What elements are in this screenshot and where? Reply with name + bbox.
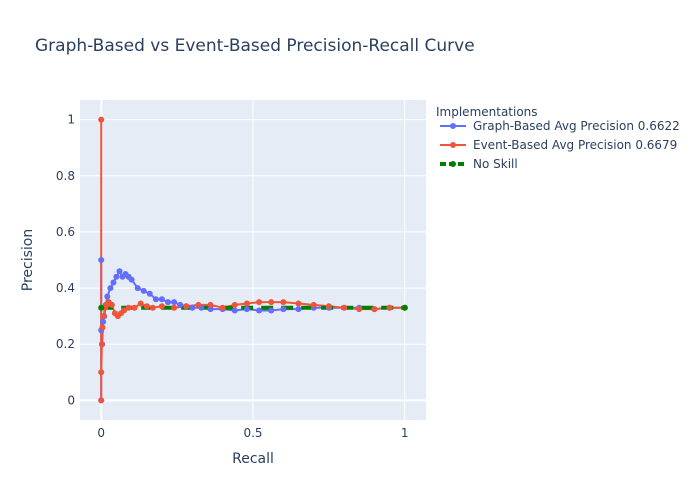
marker-layer xyxy=(98,116,408,404)
y-axis-title: Precision xyxy=(20,229,36,291)
series-1-point xyxy=(280,299,287,306)
legend-label[interactable]: Event-Based Avg Precision 0.6679 xyxy=(473,138,677,152)
series-1-point xyxy=(371,306,378,313)
series-1-point xyxy=(386,304,393,311)
series-2-point xyxy=(98,304,105,311)
y-tick-label: 0.6 xyxy=(56,225,75,239)
y-tick-label: 1 xyxy=(67,113,75,127)
series-1-point xyxy=(143,303,150,310)
series-1-point xyxy=(100,313,107,320)
x-axis-title: Recall xyxy=(232,451,274,467)
x-tick-label: 0 xyxy=(97,426,105,440)
series-1-point xyxy=(231,301,238,308)
series-0-point xyxy=(134,285,141,292)
series-0-point xyxy=(256,307,263,314)
series-1-point xyxy=(98,397,105,404)
series-0-point xyxy=(128,276,135,283)
legend-label[interactable]: Graph-Based Avg Precision 0.6622 xyxy=(473,119,680,133)
y-tick-label: 0.8 xyxy=(56,169,75,183)
series-0-point xyxy=(165,299,171,306)
series-1-point xyxy=(310,301,317,308)
series-0-point xyxy=(116,268,123,275)
series-0-point xyxy=(100,318,107,325)
series-1-point xyxy=(207,301,214,308)
series-1-point xyxy=(219,304,226,311)
series-0-point xyxy=(243,306,250,313)
legend-swatch-marker xyxy=(450,161,456,167)
series-0-point xyxy=(268,307,275,314)
series-1-point xyxy=(171,304,178,311)
series-0-point xyxy=(146,290,153,297)
y-tick-label: 0.2 xyxy=(56,337,75,351)
series-1-point xyxy=(121,307,127,314)
legend-swatch-marker xyxy=(450,123,456,129)
chart-title: Graph-Based vs Event-Based Precision-Rec… xyxy=(35,36,475,56)
series-1-point xyxy=(149,304,156,311)
series-1-point xyxy=(195,301,202,308)
series-0-point xyxy=(110,279,117,286)
series-0-point xyxy=(98,257,105,263)
series-0-point xyxy=(152,296,159,303)
series-0-point xyxy=(107,285,114,292)
legend-items: Graph-Based Avg Precision 0.6622 Event-Ba… xyxy=(440,119,680,171)
series-1-point xyxy=(137,300,144,307)
series-0-point xyxy=(280,306,287,313)
legend-label[interactable]: No Skill xyxy=(473,157,518,171)
series-0-point xyxy=(104,293,111,300)
series-0-point xyxy=(207,306,214,313)
series-0-point xyxy=(189,304,196,311)
series-1-point xyxy=(268,299,275,306)
series-1-point xyxy=(98,116,105,123)
series-0-point xyxy=(171,299,178,306)
series-1-point xyxy=(98,341,105,348)
x-tick-label: 0.5 xyxy=(243,426,262,440)
series-0-point xyxy=(158,296,165,303)
series-1-point xyxy=(131,304,138,311)
series-1-point xyxy=(158,303,165,310)
series-1-point xyxy=(356,306,363,313)
series-1-point xyxy=(295,300,302,307)
series-1-point xyxy=(341,304,348,311)
y-tick-label: 0.4 xyxy=(56,281,75,295)
series-1-point xyxy=(256,299,263,306)
series-0-point xyxy=(113,273,120,280)
series-2-point xyxy=(401,304,408,311)
tick-labels: 0 0.5 1 0 0.2 0.4 0.6 0.8 1 xyxy=(56,113,409,440)
legend-title: Implementations xyxy=(436,105,538,119)
series-0-point xyxy=(295,306,302,313)
series-0-point xyxy=(231,307,238,314)
series-1-point xyxy=(99,324,106,331)
series-0-point xyxy=(140,287,147,294)
legend: Implementations Graph-Based Avg Precisio… xyxy=(436,105,680,171)
series-1-point xyxy=(325,303,332,310)
legend-swatch-marker xyxy=(450,142,456,148)
series-1-point xyxy=(183,303,190,310)
series-0-point xyxy=(177,301,184,308)
series-1-point xyxy=(98,369,105,376)
y-tick-label: 0 xyxy=(67,393,75,407)
series-1-point xyxy=(243,300,250,307)
series-1-point xyxy=(108,301,115,308)
series-1-point xyxy=(125,304,132,311)
x-tick-label: 1 xyxy=(401,426,409,440)
